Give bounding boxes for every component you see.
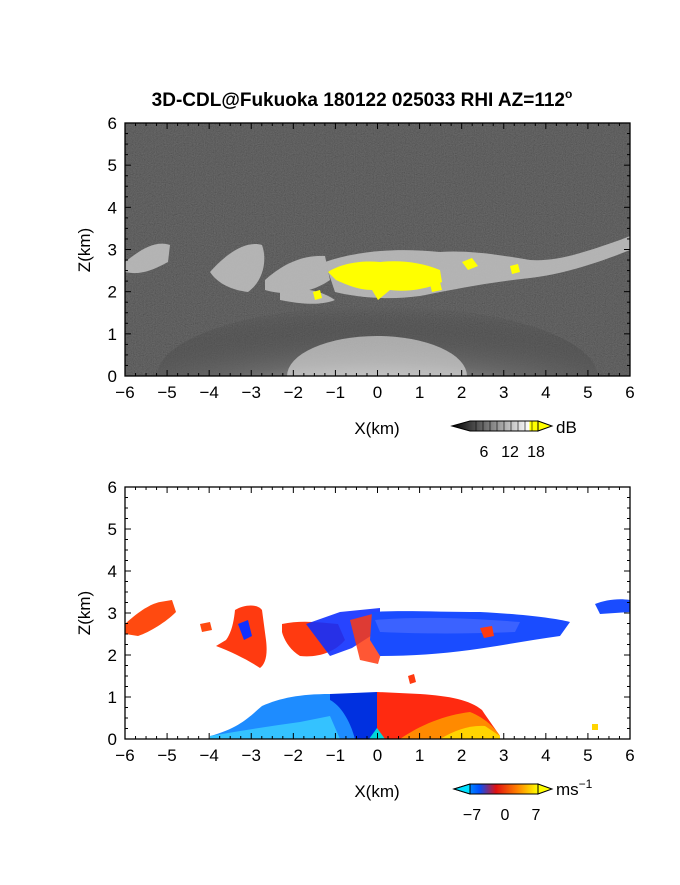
x-tick-label: 1 [415, 383, 424, 402]
x-tick-label: −1 [326, 746, 345, 765]
y-tick-label: 0 [108, 730, 117, 749]
panel-velocity: −6 −5 −4 −3 −2 −1 0 1 2 3 4 5 6 0 1 2 3 4 5 6 X(km) Z(km) m… [75, 478, 635, 824]
intensity-colorbar-tick: 6 [480, 444, 489, 461]
strong-return [313, 258, 520, 300]
y-tick-label: 6 [108, 478, 117, 497]
x-tick-label: 1 [415, 746, 424, 765]
y-tick-label: 2 [108, 646, 117, 665]
intensity-colorbar-tick: 18 [527, 444, 545, 461]
x-tick-label: 0 [373, 383, 382, 402]
y-tick-label: 6 [108, 114, 117, 133]
x-tick-label: 6 [625, 746, 634, 765]
intensity-colorbar-tick: 12 [501, 444, 519, 461]
velocity-colorbar-unit: ms−1 [556, 777, 593, 799]
x-tick-label: −4 [199, 746, 218, 765]
x-tick-label: 5 [583, 383, 592, 402]
x-tick-label: 5 [583, 746, 592, 765]
x-tick-label: 2 [457, 746, 466, 765]
x-tick-label: −6 [115, 746, 134, 765]
intensity-ylabel: Z(km) [75, 228, 94, 272]
y-tick-label: 5 [108, 156, 117, 175]
y-tick-label: 2 [108, 283, 117, 302]
intensity-xlabel: X(km) [354, 419, 399, 438]
chart-title: 3D-CDL@Fukuoka 180122 025033 RHI AZ=112o [152, 87, 573, 111]
velocity-ylabel: Z(km) [75, 591, 94, 635]
y-tick-label: 1 [108, 688, 117, 707]
y-tick-label: 3 [108, 604, 117, 623]
x-tick-label: 6 [625, 383, 634, 402]
velocity-colorbar-tick: 0 [501, 807, 510, 824]
intensity-colorbar: dB 6 12 18 [450, 418, 577, 461]
x-tick-label: −3 [242, 383, 261, 402]
intensity-colorbar-unit: dB [556, 418, 577, 437]
y-tick-label: 3 [108, 241, 117, 260]
velocity-colorbar-tick: 7 [532, 807, 541, 824]
x-tick-label: −4 [199, 383, 218, 402]
y-tick-label: 0 [108, 367, 117, 386]
y-tick-label: 4 [108, 198, 117, 217]
x-tick-label: 2 [457, 383, 466, 402]
intensity-field [125, 123, 630, 376]
y-tick-label: 1 [108, 325, 117, 344]
x-tick-label: −2 [284, 383, 303, 402]
x-tick-label: 0 [373, 746, 382, 765]
x-tick-label: −5 [157, 746, 176, 765]
x-tick-label: −5 [157, 383, 176, 402]
upper-layer [125, 599, 630, 730]
x-tick-label: 3 [499, 746, 508, 765]
x-tick-label: 3 [499, 383, 508, 402]
x-tick-label: −6 [115, 383, 134, 402]
x-tick-label: 4 [541, 383, 550, 402]
velocity-colorbar: ms−1 −7 0 7 [452, 777, 593, 824]
x-tick-label: 4 [541, 746, 550, 765]
velocity-field [125, 599, 630, 739]
y-tick-label: 5 [108, 520, 117, 539]
y-tick-label: 4 [108, 562, 117, 581]
near-ground-negative [210, 694, 377, 739]
x-tick-label: −1 [326, 383, 345, 402]
velocity-xlabel: X(km) [354, 782, 399, 801]
x-tick-label: −3 [242, 746, 261, 765]
velocity-colorbar-tick: −7 [463, 807, 481, 824]
x-tick-label: −2 [284, 746, 303, 765]
